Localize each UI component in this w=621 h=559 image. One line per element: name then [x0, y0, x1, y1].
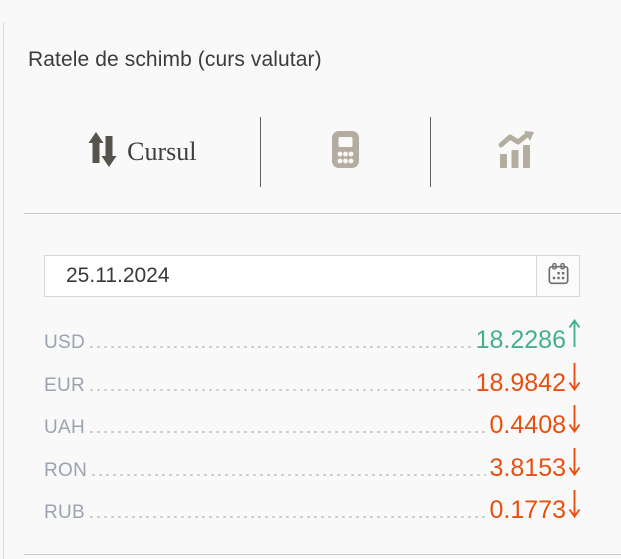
rate-value: 18.9842 [475, 368, 566, 397]
tab-divider [259, 116, 261, 187]
tab-chart[interactable] [431, 113, 601, 190]
date-picker [44, 255, 580, 297]
currency-code: UAH [44, 417, 86, 438]
divider-line [24, 213, 621, 214]
rate-row-usd: USD 18.2286 [0, 319, 621, 362]
arrow-down-icon [568, 447, 581, 476]
arrow-down-icon [568, 405, 581, 433]
calendar-button[interactable] [536, 256, 579, 296]
dotted-leader [88, 388, 472, 391]
rate-row-rub: RUB 0.1773 [0, 489, 621, 532]
rate-row-uah: UAH 0.4408 [0, 404, 621, 447]
calendar-icon [546, 262, 571, 290]
tabbar: Cursul [24, 113, 601, 190]
rates-list: USD 18.2286 EUR 18.9842 UAH 0.4408 RON 3… [0, 319, 621, 532]
rate-value: 0.1773 [489, 496, 566, 524]
arrow-down-icon [568, 490, 581, 518]
tab-calculator[interactable] [261, 113, 431, 190]
bar-chart-icon [497, 130, 535, 173]
arrow-up-icon [568, 319, 581, 347]
dotted-leader [90, 473, 486, 476]
tab-cursul-label: Cursul [127, 136, 197, 166]
up-down-arrows-icon [87, 131, 118, 173]
left-border [3, 22, 4, 559]
rate-value: 3.8153 [489, 453, 566, 482]
divider-line [24, 554, 621, 555]
rate-value: 18.2286 [475, 326, 566, 354]
dotted-leader [88, 346, 472, 348]
rate-row-ron: RON 3.8153 [0, 447, 621, 490]
rate-row-eur: EUR 18.9842 [0, 362, 621, 405]
rate-value: 0.4408 [489, 411, 566, 439]
currency-code: RUB [44, 502, 86, 523]
calculator-icon [331, 130, 360, 174]
currency-code: EUR [44, 374, 86, 396]
date-input[interactable] [45, 256, 536, 296]
dotted-leader [88, 516, 486, 518]
currency-code: RON [44, 459, 88, 481]
currency-code: USD [44, 332, 86, 353]
page-title: Ratele de schimb (curs valutar) [28, 48, 322, 71]
dotted-leader [88, 431, 486, 433]
tab-cursul[interactable]: Cursul [24, 113, 260, 190]
tab-divider [430, 116, 432, 187]
arrow-down-icon [568, 362, 581, 391]
